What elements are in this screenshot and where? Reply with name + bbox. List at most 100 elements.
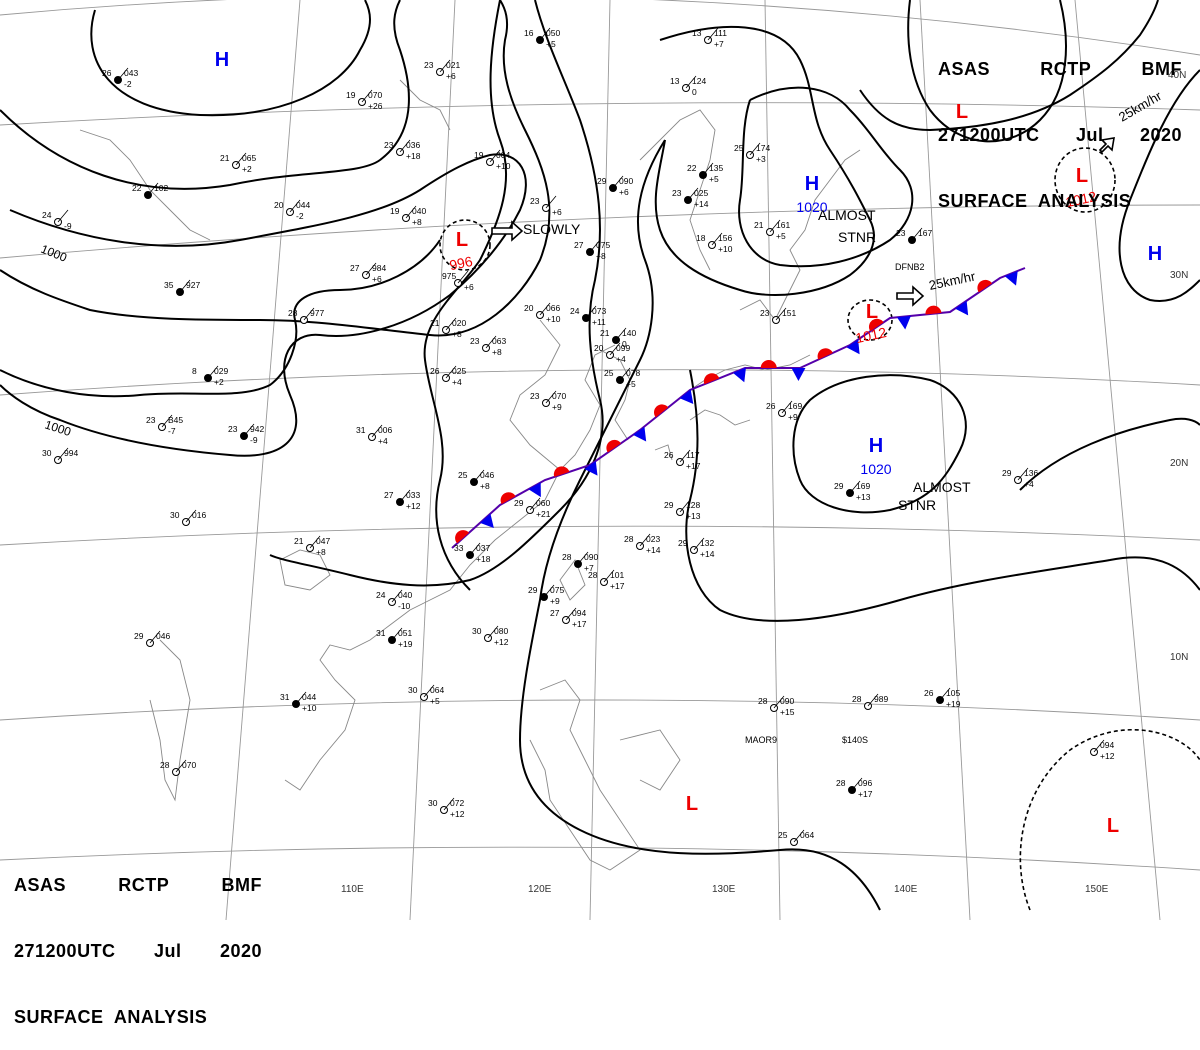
station-tendency: +2 (214, 377, 224, 387)
warm-front-semicircle (606, 439, 621, 453)
station-plot: 28 096+17 (836, 777, 873, 799)
station-temperature: 23 (424, 60, 434, 70)
wind-barb (117, 67, 129, 81)
station-pressure: 099 (616, 343, 630, 353)
station-plot: 23 036+18 (384, 139, 421, 161)
station-tendency: +8 (480, 481, 490, 491)
cold-front-triangle (846, 339, 860, 355)
station-tendency: +18 (476, 554, 491, 564)
station-tendency: -2 (124, 79, 132, 89)
lon-label: 150E (1085, 884, 1109, 895)
station-pressure: 169 (788, 401, 802, 411)
station-plot: 19 070+26 (346, 89, 383, 111)
wind-barb (147, 182, 159, 196)
wind-barb (867, 693, 879, 707)
station-plot: 29 136+4 (1002, 467, 1038, 489)
station-tendency: +5 (709, 174, 719, 184)
isobar (0, 0, 551, 337)
station-plot: 26 169+9 (766, 400, 802, 422)
header-top-code1: ASAS (938, 59, 991, 79)
wind-barb (207, 365, 219, 379)
annotation-almost-stnr-1b: STNR (838, 229, 876, 245)
station-tendency: +4 (616, 354, 626, 364)
wind-barb (577, 551, 589, 565)
station-pressure: 046 (156, 631, 170, 641)
station-pressure: 073 (592, 306, 606, 316)
station-plot: 23 +6 (530, 195, 562, 217)
station-plot: 20 044-2 (274, 199, 310, 221)
warm-front-semicircle (703, 373, 720, 385)
station-temperature: 27 (550, 608, 560, 618)
station-temperature: 26 (664, 450, 674, 460)
station-plot: 24 -9 (42, 209, 72, 231)
cold-front-triangle (584, 460, 598, 476)
station-temperature: 21 (600, 328, 610, 338)
wind-barb (702, 162, 714, 176)
station-tendency: +13 (686, 511, 701, 521)
station-temperature: 26 (924, 688, 934, 698)
station-plot: 29 128+13 (664, 499, 701, 521)
station-tendency: +18 (406, 151, 421, 161)
station-tendency: +12 (1100, 751, 1115, 761)
station-tendency: +12 (494, 637, 509, 647)
wind-barb (1017, 467, 1029, 481)
warm-front-semicircle (760, 360, 777, 368)
station-tendency: +17 (686, 461, 701, 471)
station-pressure: 075 (596, 240, 610, 250)
center-type-label: H (215, 49, 229, 71)
warm-front-semicircle (500, 492, 516, 505)
station-temperature: 29 (597, 176, 607, 186)
station-pressure: 040 (398, 590, 412, 600)
station-temperature: 13 (670, 76, 680, 86)
station-tendency: -10 (398, 601, 411, 611)
isobar (1019, 417, 1200, 491)
station-plot: 13 111+7 (692, 27, 727, 49)
station-pressure: 977 (310, 308, 324, 318)
station-temperature: 27 (350, 263, 360, 273)
center-type-label: H (805, 173, 819, 195)
station-temperature: 24 (376, 590, 386, 600)
station-pressure: 135 (709, 163, 723, 173)
station-temperature: 29 (664, 500, 674, 510)
station-temperature: 28 (588, 570, 598, 580)
station-plot: 28 090+7 (562, 551, 598, 573)
station-plot: 23 025+14 (672, 187, 709, 209)
station-pressure: 132 (700, 538, 714, 548)
station-temperature: 28 (624, 534, 634, 544)
wind-barb (309, 535, 321, 549)
station-plot: 16 050+5 (524, 27, 560, 49)
station-pressure: 023 (646, 534, 660, 544)
station-plot: 28 023+14 (624, 533, 661, 555)
center-type-label: L (866, 301, 878, 323)
station-tendency: +6 (619, 187, 629, 197)
station-pressure: 006 (378, 425, 392, 435)
station-plot: 26 025+4 (430, 365, 466, 387)
wind-barb (361, 89, 373, 103)
wind-barb (911, 227, 923, 241)
station-pressure: 090 (780, 696, 794, 706)
station-tendency: +10 (302, 703, 317, 713)
wind-barb (57, 447, 69, 461)
station-plot: 26 117+17 (664, 449, 701, 471)
station-plot: 30 016 (170, 509, 206, 526)
header-bottom-year: 2020 (219, 941, 262, 961)
cold-front-triangle (528, 482, 541, 498)
station-plot: 30 994 (42, 447, 78, 464)
station-plot: 30 072+12 (428, 797, 465, 819)
station-tendency: +2 (242, 164, 252, 174)
station-tendency: +14 (694, 199, 709, 209)
station-plot: 23 063+8 (470, 335, 506, 357)
station-tendency: +5 (430, 696, 440, 706)
station-temperature: 31 (356, 425, 366, 435)
station-temperature: 23 (384, 140, 394, 150)
station-tendency: +11 (592, 317, 606, 327)
station-plot: 31 051+19 (376, 627, 413, 649)
wind-barb (769, 219, 781, 233)
station-plot: 27 094+17 (550, 607, 587, 629)
isobar (792, 374, 967, 514)
station-pressure: 124 (692, 76, 706, 86)
header-bottom-code3: BMF (221, 875, 262, 895)
wind-barb (565, 607, 577, 621)
